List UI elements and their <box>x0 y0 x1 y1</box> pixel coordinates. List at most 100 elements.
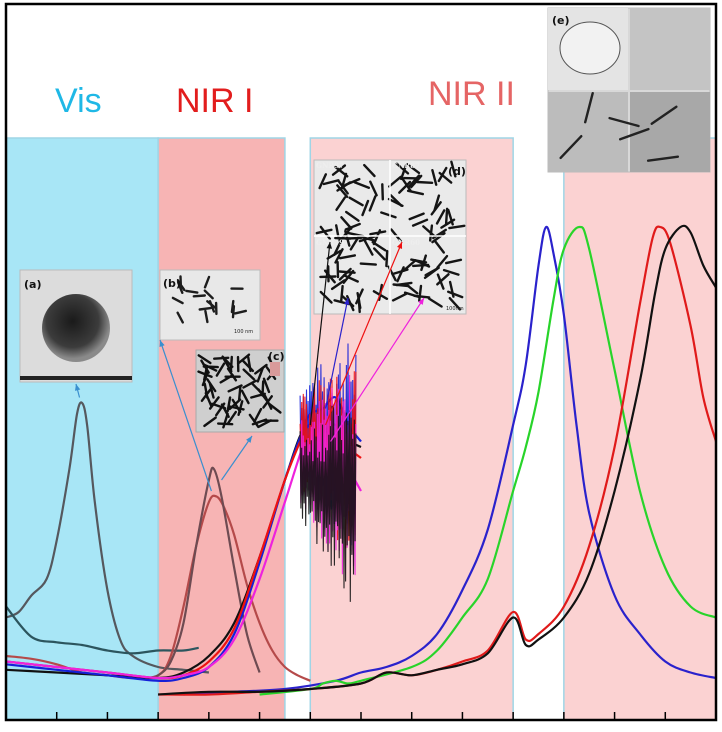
rod <box>344 177 361 187</box>
series-nir-ii-blue <box>183 225 716 696</box>
rod <box>422 225 436 238</box>
rod <box>361 199 370 217</box>
arrow-gnr79-shaft <box>324 241 403 426</box>
inset-b-scale: 100 nm <box>234 329 253 335</box>
rod <box>334 165 349 178</box>
rod <box>254 363 268 375</box>
rod <box>240 389 250 405</box>
rod <box>319 290 333 304</box>
rod <box>338 254 356 260</box>
rod <box>450 160 457 178</box>
series-nanosphere-dark <box>6 605 199 655</box>
inset-b: (b) 100 nm <box>159 269 261 341</box>
rod <box>385 249 389 268</box>
rod <box>364 240 374 256</box>
inset-d: GNR97 GNR87 GNR79 GNR60 (d) 100nm <box>313 159 467 315</box>
rod <box>619 127 650 141</box>
arrow-gnr87-head <box>344 298 350 305</box>
rod <box>203 275 211 289</box>
rod <box>200 359 210 374</box>
rod <box>171 296 184 305</box>
rod <box>257 388 269 402</box>
rod <box>262 395 273 409</box>
rod <box>448 280 455 298</box>
rod <box>436 254 449 269</box>
rod <box>200 388 212 402</box>
rod <box>358 235 376 243</box>
rod <box>400 163 408 181</box>
inset-e: (e) <box>547 7 711 173</box>
series-nir-ii-green <box>259 225 716 696</box>
x-axis-ticks <box>5 712 717 720</box>
inset-e-sheet <box>559 21 621 75</box>
inset-d-letter: (d) <box>448 165 466 178</box>
curve-layer <box>6 224 716 696</box>
rod <box>253 407 263 423</box>
region-nir-ii-ext <box>563 137 716 720</box>
rod <box>369 230 387 236</box>
rod <box>436 273 450 286</box>
rod <box>411 218 429 227</box>
rod <box>373 247 386 261</box>
rod <box>345 210 360 222</box>
rod <box>335 196 347 212</box>
rod <box>415 180 434 185</box>
inset-c-tag <box>270 362 280 376</box>
rod <box>268 402 282 414</box>
vis-label: Vis <box>55 82 102 120</box>
rod <box>448 224 466 230</box>
arrow-a-head <box>74 384 81 391</box>
rod <box>322 179 340 186</box>
rod <box>262 377 271 394</box>
rod <box>371 240 387 252</box>
rod <box>559 134 583 160</box>
rod <box>185 289 199 294</box>
rod <box>392 283 410 288</box>
inset-d-gnr60: GNR60 <box>392 238 420 247</box>
rod <box>646 155 680 162</box>
rod <box>336 184 349 199</box>
arrow-c-head <box>246 436 252 443</box>
rod <box>340 284 344 303</box>
rod <box>391 292 408 302</box>
rod <box>334 236 352 240</box>
rod <box>248 413 260 428</box>
rod <box>437 166 448 183</box>
rod <box>427 297 443 308</box>
rod <box>387 197 404 208</box>
rod <box>395 162 410 175</box>
arrow-gnr97-head <box>326 242 333 249</box>
inset-d-gnr87: GNR87 <box>392 161 420 170</box>
rod <box>176 279 186 292</box>
nanosphere-image <box>42 294 110 362</box>
rod <box>402 259 417 272</box>
rod <box>242 368 256 381</box>
rod <box>444 207 449 226</box>
rod <box>423 267 439 279</box>
rod <box>418 284 423 302</box>
rod <box>237 385 242 402</box>
inset-e-rods <box>559 91 680 162</box>
rod <box>337 180 349 195</box>
rod <box>230 299 235 314</box>
rod <box>608 116 640 128</box>
rod <box>348 196 364 207</box>
rod <box>242 379 258 389</box>
rod <box>435 209 446 225</box>
rod <box>433 194 441 212</box>
rod <box>237 400 244 416</box>
series-nir-ii-black <box>158 224 716 696</box>
nir-ii-label: NIR II <box>428 75 515 113</box>
rod <box>216 422 234 426</box>
inset-d-rods <box>315 160 466 314</box>
rod <box>203 289 214 300</box>
rod <box>368 195 377 212</box>
rod <box>256 367 264 383</box>
rod <box>442 268 460 276</box>
rod <box>222 412 229 429</box>
inset-b-letter: (b) <box>163 277 181 290</box>
rod <box>342 274 359 283</box>
rod <box>408 212 425 221</box>
rod <box>203 416 217 428</box>
inset-c-letter: (c) <box>268 350 285 363</box>
